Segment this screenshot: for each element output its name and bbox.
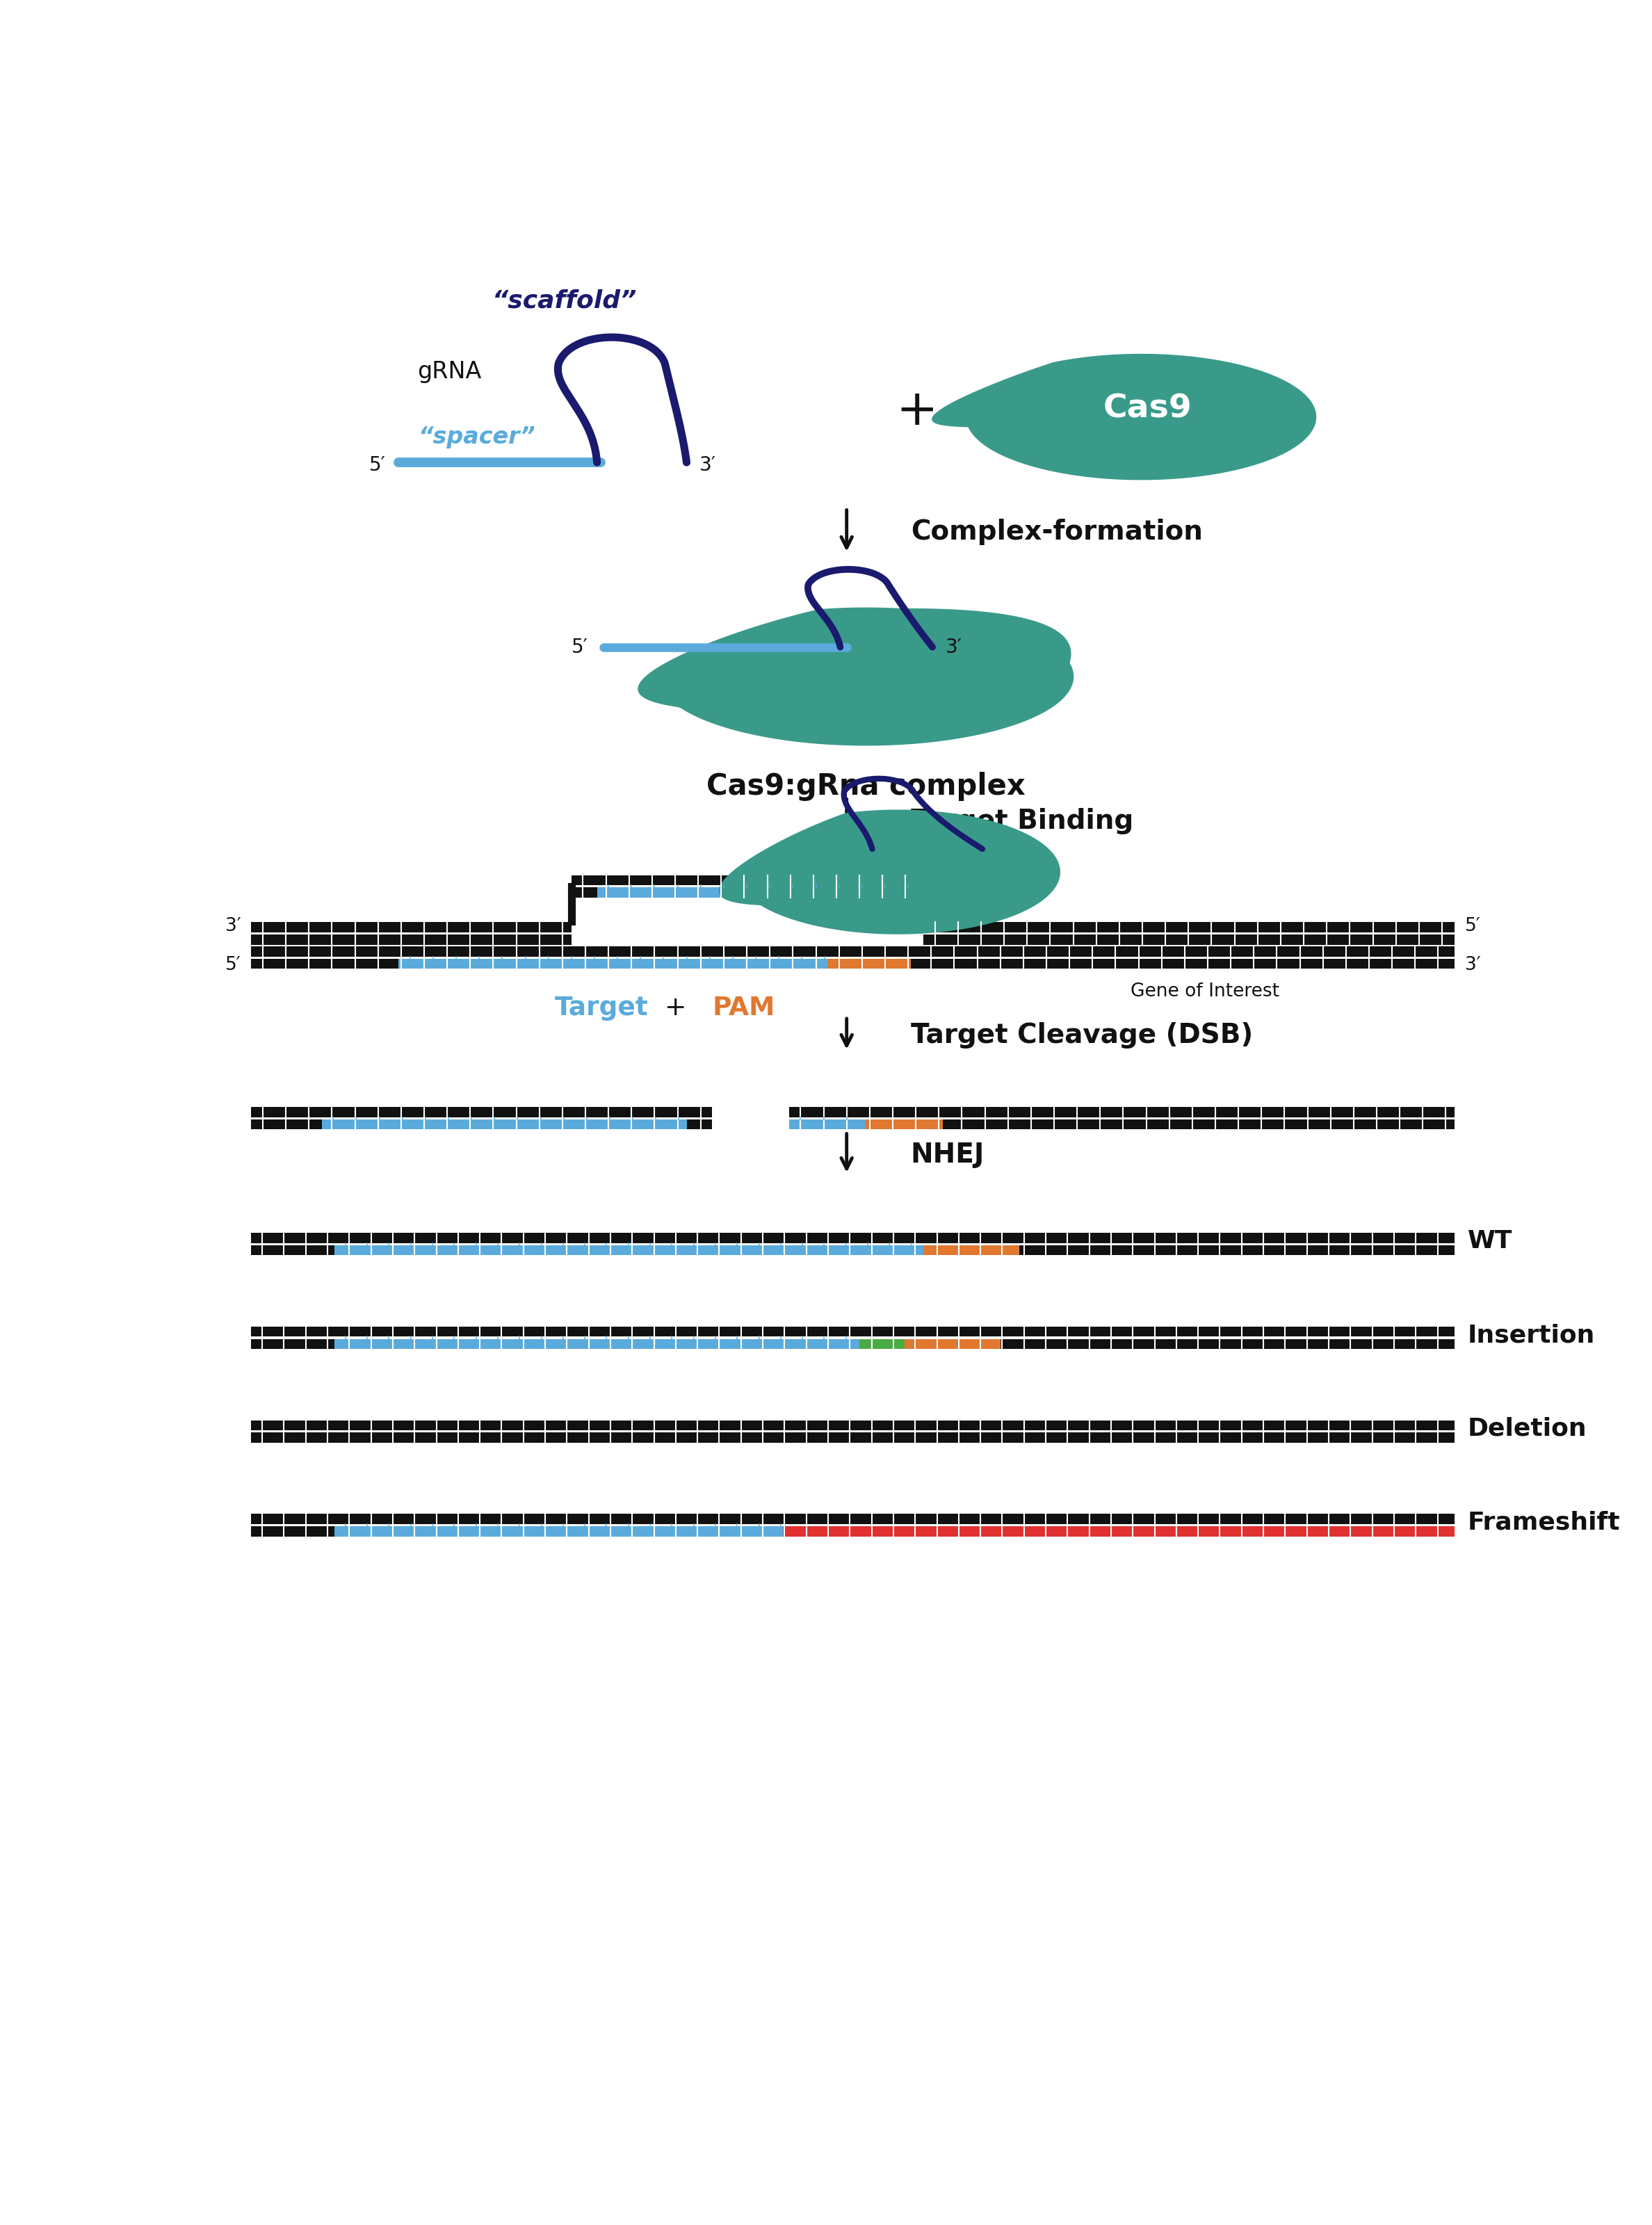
Text: +: + <box>895 387 938 436</box>
Bar <box>866 1119 943 1130</box>
Bar <box>322 1119 687 1130</box>
Bar <box>572 888 596 897</box>
Bar <box>572 874 923 886</box>
Polygon shape <box>932 354 1317 481</box>
Text: gRNA: gRNA <box>418 360 482 383</box>
Bar <box>398 959 828 968</box>
Bar <box>910 959 1455 968</box>
Text: WT: WT <box>1467 1230 1513 1253</box>
Text: “spacer”: “spacer” <box>418 425 535 449</box>
Polygon shape <box>719 810 1061 934</box>
Bar <box>1019 1246 1455 1255</box>
Bar <box>251 1246 334 1255</box>
Bar <box>334 1246 923 1255</box>
Bar <box>334 1526 783 1537</box>
Bar <box>251 1233 1455 1244</box>
Bar <box>687 1119 712 1130</box>
Text: 5′: 5′ <box>368 456 387 474</box>
Bar <box>923 1246 1019 1255</box>
Bar <box>251 1420 1455 1431</box>
Text: Frameshift: Frameshift <box>1467 1511 1621 1535</box>
Text: Deletion: Deletion <box>1467 1417 1588 1440</box>
Bar <box>251 1326 1455 1337</box>
Text: Target: Target <box>555 997 648 1021</box>
Text: 5′: 5′ <box>572 636 588 656</box>
Text: 3′: 3′ <box>945 636 961 656</box>
Bar <box>910 888 923 897</box>
Text: 3′: 3′ <box>225 917 241 934</box>
Bar <box>828 959 910 968</box>
Bar <box>923 934 1455 946</box>
Text: Target Binding: Target Binding <box>910 808 1133 834</box>
Bar <box>251 1513 1455 1524</box>
Text: 3′: 3′ <box>1465 957 1480 975</box>
Bar <box>859 1339 904 1348</box>
Bar <box>783 1526 1455 1537</box>
Bar <box>790 1108 1455 1117</box>
Bar <box>1001 1339 1455 1348</box>
Text: Insertion: Insertion <box>1467 1324 1596 1346</box>
Text: 5′: 5′ <box>225 957 241 975</box>
Bar <box>923 923 1455 932</box>
Text: NHEJ: NHEJ <box>910 1141 985 1168</box>
Bar <box>251 1119 322 1130</box>
Text: Cas9: Cas9 <box>1104 394 1193 425</box>
Text: Target Cleavage (DSB): Target Cleavage (DSB) <box>910 1021 1252 1048</box>
Bar <box>596 888 910 897</box>
Text: Complex-formation: Complex-formation <box>910 518 1203 545</box>
Text: PAM: PAM <box>712 997 775 1021</box>
Text: Cas9:gRna complex: Cas9:gRna complex <box>707 772 1026 801</box>
Bar <box>251 934 572 946</box>
Bar <box>790 1119 866 1130</box>
Text: 3′: 3′ <box>699 456 715 474</box>
Text: 5′: 5′ <box>1465 917 1480 934</box>
Bar <box>251 923 572 932</box>
Bar <box>251 1433 1455 1442</box>
Bar <box>251 1339 334 1348</box>
Bar <box>943 1119 1455 1130</box>
Bar <box>251 1108 712 1117</box>
Bar <box>251 1526 334 1537</box>
Text: “scaffold”: “scaffold” <box>492 289 638 312</box>
Text: +: + <box>664 997 687 1021</box>
Polygon shape <box>638 607 1074 745</box>
Bar <box>251 946 1455 957</box>
Bar <box>251 959 398 968</box>
Bar <box>334 1339 859 1348</box>
Bar <box>904 1339 1001 1348</box>
Text: Gene of Interest: Gene of Interest <box>1130 983 1280 1001</box>
